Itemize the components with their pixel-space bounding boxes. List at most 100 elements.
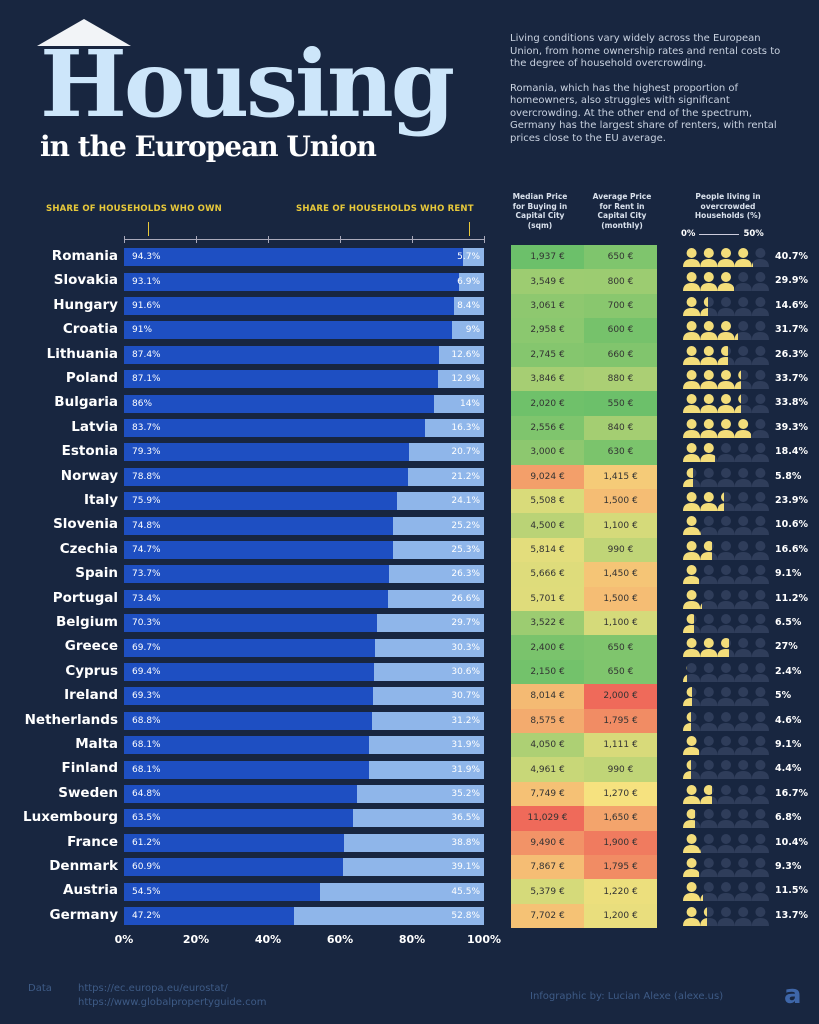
own-value-label: 73.7% <box>132 569 161 580</box>
country-label: Bulgaria <box>54 394 118 411</box>
rent-price-cell: 840 € <box>584 415 657 441</box>
buy-price-cell: 2,958 € <box>511 318 584 343</box>
source-link[interactable]: https://ec.europa.eu/eurostat/ <box>78 983 228 994</box>
person-icons-filled <box>683 857 699 877</box>
country-label: Belgium <box>55 614 118 630</box>
country-label: Lithuania <box>46 345 118 362</box>
scale-line <box>699 233 740 235</box>
own-value-label: 91.6% <box>132 301 161 311</box>
own-bar <box>124 394 434 413</box>
person-icons-filled <box>683 393 742 414</box>
own-value-label: 69.7% <box>132 642 161 653</box>
own-marker <box>148 222 149 236</box>
x-tick-label: 80% <box>398 933 426 946</box>
rent-value-label: 12.9% <box>451 374 480 385</box>
overcrowded-value: 11.2% <box>775 592 808 604</box>
own-value-label: 78.8% <box>132 471 161 482</box>
rent-bar <box>374 638 484 657</box>
buy-price-cell: 3,549 € <box>511 269 584 294</box>
buy-price-cell: 2,745 € <box>511 342 584 367</box>
rent-value-label: 35.2% <box>451 789 480 799</box>
overcrowded-people-icons <box>683 662 769 682</box>
overcrowded-people-icons <box>683 686 769 707</box>
overcrowded-value: 6.5% <box>775 617 802 628</box>
country-label: Malta <box>75 736 118 752</box>
overcrowded-value: 27% <box>775 641 798 653</box>
overcrowded-people-icons <box>683 637 769 658</box>
person-icons-filled <box>683 467 693 487</box>
overcrowded-people-icons <box>683 369 769 389</box>
own-value-label: 63.5% <box>132 813 161 824</box>
own-bar <box>124 419 426 437</box>
overcrowded-scale: 0% 50% <box>681 229 764 239</box>
rent-price-cell: 990 € <box>584 757 657 782</box>
own-value-label: 79.3% <box>132 447 161 458</box>
overcrowded-value: 40.7% <box>775 251 808 262</box>
rent-value-label: 25.2% <box>451 520 480 531</box>
buy-price-cell: 2,020 € <box>511 391 584 416</box>
buy-price-header: Median Price for Buying in Capital City … <box>512 192 568 230</box>
person-icons-empty <box>683 662 769 682</box>
person-icons-filled <box>683 686 692 707</box>
person-icons-filled <box>683 589 703 609</box>
person-icons-filled <box>683 491 725 511</box>
rent-price-cell: 700 € <box>584 293 657 319</box>
own-value-label: 74.8% <box>132 520 161 531</box>
rent-bar <box>397 492 484 511</box>
buy-price-cell: 3,522 € <box>511 611 584 636</box>
buy-price-cell: 4,961 € <box>511 757 584 782</box>
rent-bar <box>438 345 484 364</box>
own-bar <box>124 272 460 291</box>
page-subtitle: in the European Union <box>40 130 377 163</box>
rent-value-label: 20.7% <box>451 447 480 458</box>
credit: Infographic by: Lucian Alexe (alexe.us) <box>530 991 724 1002</box>
rent-bar <box>369 736 484 755</box>
person-icons-filled <box>683 662 688 682</box>
rent-value-label: 26.6% <box>451 593 480 604</box>
rent-bar <box>377 614 484 633</box>
rent-value-label: 26.3% <box>451 569 480 580</box>
overcrowded-people-icons <box>683 613 769 633</box>
overcrowded-value: 4.4% <box>775 763 802 775</box>
overcrowded-people-icons <box>683 320 769 341</box>
rent-bar <box>459 272 484 291</box>
own-value-label: 91% <box>132 325 153 336</box>
source-link[interactable]: https://www.globalpropertyguide.com <box>78 997 267 1008</box>
rent-bar <box>437 370 484 389</box>
country-label: Finland <box>61 760 118 777</box>
rent-price-cell: 650 € <box>584 659 657 685</box>
person-icons-filled <box>683 735 699 755</box>
person-icons-filled <box>683 515 702 536</box>
own-value-label: 70.3% <box>132 618 161 629</box>
overcrowded-value: 33.7% <box>775 373 808 384</box>
overcrowded-value: 23.9% <box>775 495 808 506</box>
buy-price-cell: 4,050 € <box>511 733 584 758</box>
rent-price-cell: 1,500 € <box>584 489 657 514</box>
rent-value-label: 8.4% <box>457 301 480 311</box>
overcrowded-value: 4.6% <box>775 714 802 726</box>
country-label: Croatia <box>62 321 118 338</box>
person-icons-filled <box>683 369 741 389</box>
rent-bar <box>293 907 484 925</box>
overcrowded-people-icons <box>683 759 769 780</box>
own-value-label: 93.1% <box>132 276 161 287</box>
rent-value-label: 16.3% <box>451 423 480 433</box>
x-tick-label: 0% <box>114 933 134 946</box>
overcrowded-value: 5.8% <box>775 470 802 482</box>
country-label: Germany <box>49 906 118 923</box>
rent-bar <box>409 443 484 462</box>
own-bar <box>124 785 358 803</box>
scale-min: 0% <box>681 229 696 239</box>
overcrowded-value: 11.5% <box>775 885 808 897</box>
country-label: Portugal <box>52 589 118 606</box>
rent-legend-label: SHARE OF HOUSEHOLDS WHO RENT <box>296 204 474 214</box>
person-icons-empty <box>683 759 769 780</box>
own-bar <box>124 882 321 901</box>
data-label: Data <box>28 983 52 994</box>
x-tick-label: 20% <box>182 933 210 946</box>
rent-price-cell: 600 € <box>584 318 657 343</box>
rent-value-label: 31.9% <box>451 740 480 751</box>
person-icons-filled <box>683 881 703 902</box>
country-label: France <box>67 833 118 850</box>
rent-marker <box>469 222 470 236</box>
